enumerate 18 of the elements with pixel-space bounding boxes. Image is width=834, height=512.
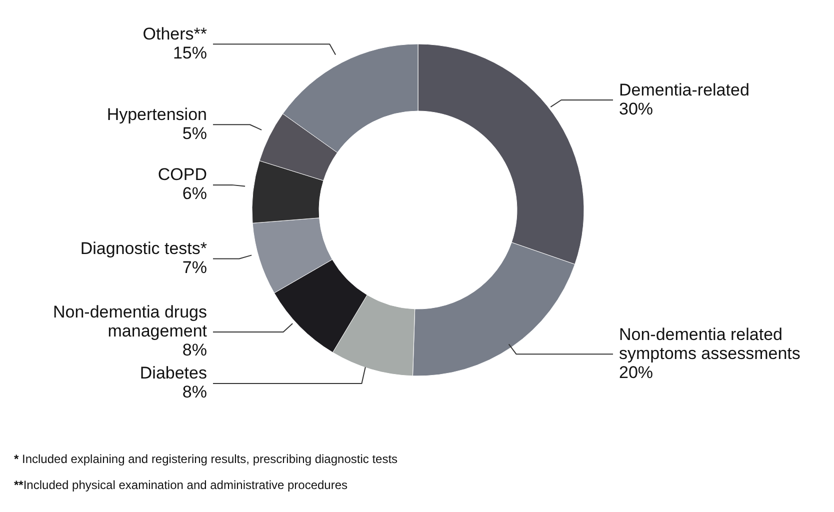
data-label: 30% — [619, 99, 654, 118]
data-label: 20% — [619, 362, 654, 382]
text: * Included explaining and registering results, prescribing diagnostic tests — [14, 452, 398, 466]
data-label: 8% — [182, 340, 207, 360]
slice-label: Dementia-related — [619, 80, 750, 100]
data-label: 7% — [182, 258, 207, 277]
data-label: 5% — [182, 124, 207, 143]
data-label: 6% — [182, 184, 207, 204]
data-label: 8% — [182, 382, 207, 402]
slice-label: Diabetes — [140, 364, 207, 383]
slice-label: COPD — [158, 165, 207, 184]
text: **Included physical examination and administrative procedures — [14, 478, 348, 492]
slice-label: Hypertension — [106, 104, 207, 124]
slice-label: Diagnostic tests* — [80, 238, 208, 258]
slice-label: Non-dementia drugs management — [52, 302, 208, 341]
data-label: 15% — [172, 43, 207, 62]
slice-label: Others** — [142, 24, 208, 44]
slice-label: Non-dementia related symptoms assessments — [619, 324, 800, 363]
